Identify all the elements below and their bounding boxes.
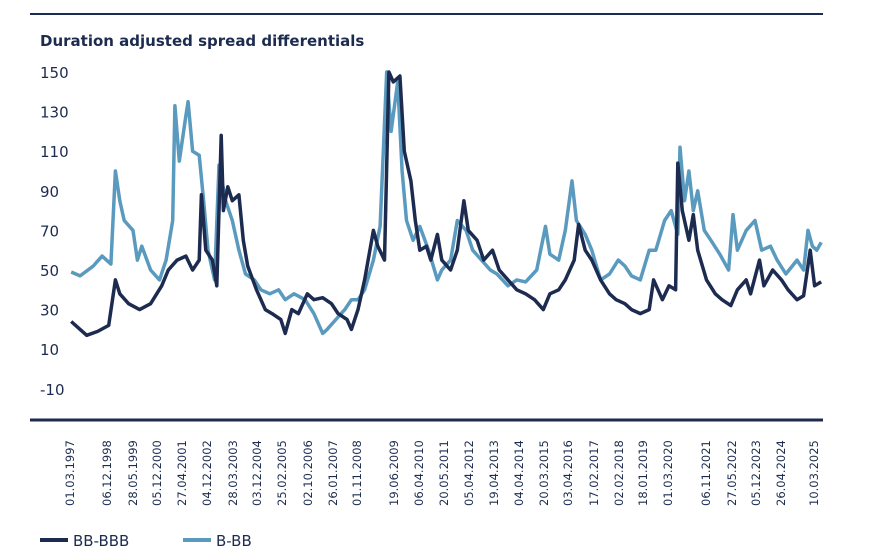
y-tick-label: 10 [40,341,59,359]
y-tick-label: 110 [40,143,69,161]
x-tick-label: 02.02.2018 [612,440,626,506]
x-tick-label: 04.12.2002 [200,440,214,506]
y-tick-label: 50 [40,262,59,280]
y-tick-label: 70 [40,222,59,240]
x-tick-label: 25.02.2005 [275,440,289,506]
x-tick-label: 18.01.2019 [636,440,650,506]
x-tick-label: 06.12.1998 [100,440,114,506]
x-tick-label: 05.12.2023 [749,440,763,506]
y-tick-label: 150 [40,64,69,82]
x-tick-label: 10.03.2025 [807,440,821,506]
x-tick-label: 20.05.2011 [437,440,451,506]
x-tick-label: 06.11.2021 [699,440,713,506]
x-tick-label: 17.02.2017 [587,440,601,506]
x-tick-label: 02.10.2006 [301,440,315,506]
x-tick-label: 06.04.2010 [412,440,426,506]
x-tick-label: 28.05.1999 [126,440,140,506]
series-line-bb-bbb [70,70,823,338]
chart-title: Duration adjusted spread differentials [40,32,364,50]
y-tick-label: 130 [40,104,69,122]
x-tick-label: 26.04.2024 [774,440,788,506]
x-tick-label: 05.04.2012 [462,440,476,506]
x-tick-label: 01.03.2020 [661,440,675,506]
x-tick-label: 05.12.2000 [150,440,164,506]
x-tick-label: 19.06.2009 [387,440,401,506]
x-tick-label: 04.04.2014 [512,440,526,506]
x-tick-label: 19.04.2013 [487,440,501,506]
y-tick-label: 90 [40,183,59,201]
x-tick-label: 20.03.2015 [537,440,551,506]
legend-label-b-bb: B-BB [216,532,252,550]
y-tick-label: 30 [40,302,59,320]
series-line-b-bb [70,70,823,336]
y-axis-ticks: 150 130 110 90 70 50 30 10 -10 [40,64,69,399]
x-tick-label: 03.12.2004 [250,440,264,506]
legend-label-bb-bbb: BB-BBB [73,532,129,550]
x-tick-label: 27.04.2001 [175,440,189,506]
x-tick-label: 26.01.2007 [326,440,340,506]
x-tick-label: 01.03.1997 [63,440,77,506]
x-tick-label: 01.11.2008 [350,440,364,506]
series-lines [70,70,823,338]
x-tick-label: 03.04.2016 [561,440,575,506]
x-tick-label: 27.05.2022 [725,440,739,506]
y-tick-label: -10 [40,381,65,399]
x-axis-ticks: 01.03.1997 06.12.1998 28.05.1999 05.12.2000… [63,440,821,506]
legend: BB-BBB B-BB [40,532,252,550]
x-tick-label: 28.03.2003 [226,440,240,506]
